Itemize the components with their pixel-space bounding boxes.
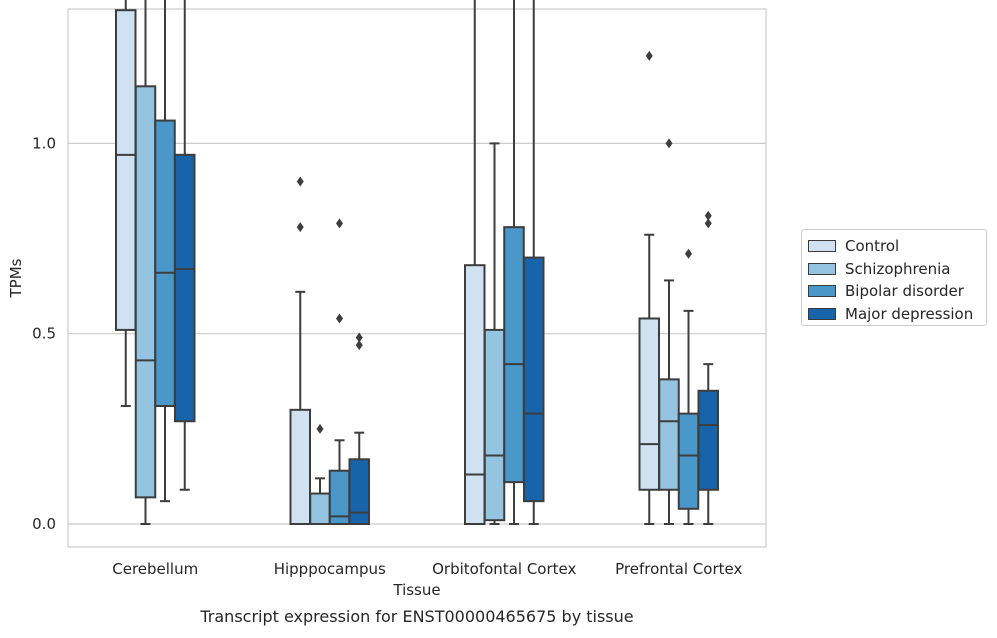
- x-tick-label: Prefrontal Cortex: [615, 560, 742, 578]
- outlier-point: [645, 50, 653, 61]
- legend-swatch: [808, 240, 836, 253]
- iqr-box: [174, 153, 196, 423]
- box-item: [348, 332, 370, 526]
- legend-label: Control: [845, 237, 900, 256]
- outlier-point: [355, 340, 363, 351]
- outlier-point: [704, 218, 712, 229]
- y-axis-ticks: 0.00.51.01.52.02.5: [32, 134, 56, 533]
- legend-label: Schizophrenia: [845, 259, 951, 278]
- x-tick-label: Orbitofontal Cortex: [432, 560, 576, 578]
- box-item: [289, 176, 311, 526]
- outlier-point: [704, 210, 712, 221]
- box-item: [677, 248, 700, 525]
- iqr-box: [483, 328, 506, 522]
- iqr-box: [677, 412, 700, 510]
- iqr-box: [134, 85, 157, 499]
- x-tick-label: Hipppocampus: [274, 560, 386, 578]
- y-tick-label: 0.0: [32, 515, 56, 533]
- y-axis-label: TPMs: [7, 258, 25, 298]
- iqr-box: [154, 119, 176, 408]
- legend-swatch: [808, 307, 836, 320]
- iqr-box: [348, 458, 370, 526]
- legend-label: Major depression: [845, 304, 974, 323]
- box-item: [134, 0, 157, 525]
- y-tick-label: 0.5: [32, 325, 56, 343]
- outlier-point: [336, 313, 343, 324]
- x-tick-label: Cerebellum: [112, 560, 198, 578]
- box-item: [697, 210, 719, 525]
- outlier-point: [665, 138, 673, 149]
- legend-swatch: [808, 262, 836, 275]
- iqr-box: [115, 9, 137, 331]
- box-item: [464, 0, 486, 525]
- legend-item: Control: [808, 235, 986, 258]
- box-item: [523, 0, 545, 525]
- x-axis-ticks: Cerebellum Hipppocampus Orbitofontal Corte…: [112, 560, 742, 578]
- plot-frame: [67, 8, 767, 548]
- iqr-box: [464, 264, 486, 525]
- box-item: [483, 142, 506, 525]
- legend: Control Schizophrenia Bipolar disorder M…: [801, 229, 987, 326]
- outlier-point: [355, 332, 363, 343]
- iqr-box: [658, 378, 680, 491]
- box-item: [638, 50, 660, 525]
- box-item: [309, 423, 331, 526]
- outlier-point: [685, 248, 692, 259]
- legend-item: Bipolar disorder: [808, 280, 986, 303]
- outlier-point: [296, 176, 304, 187]
- box-item: [328, 218, 351, 526]
- x-axis-label: Tissue: [392, 581, 440, 599]
- iqr-box: [309, 492, 331, 526]
- chart-title: Transcript expression for ENST0000046567…: [199, 607, 633, 626]
- outlier-point: [296, 222, 304, 233]
- outlier-point: [316, 423, 324, 434]
- box-item: [154, 0, 176, 503]
- outlier-point: [336, 218, 343, 229]
- box-groups: [115, 0, 719, 526]
- iqr-box: [523, 256, 545, 503]
- box-item: [658, 138, 680, 525]
- legend-swatch: [808, 285, 836, 298]
- legend-label: Bipolar disorder: [845, 282, 964, 301]
- box-item: [503, 0, 525, 525]
- legend-item: Major depression: [808, 303, 986, 326]
- iqr-box: [289, 408, 311, 526]
- legend-item: Schizophrenia: [808, 258, 986, 281]
- iqr-box: [503, 226, 525, 484]
- iqr-box: [638, 317, 660, 491]
- box-item: [115, 0, 137, 408]
- box-item: [174, 0, 196, 491]
- y-tick-label: 1.0: [32, 134, 56, 152]
- iqr-box: [697, 389, 719, 491]
